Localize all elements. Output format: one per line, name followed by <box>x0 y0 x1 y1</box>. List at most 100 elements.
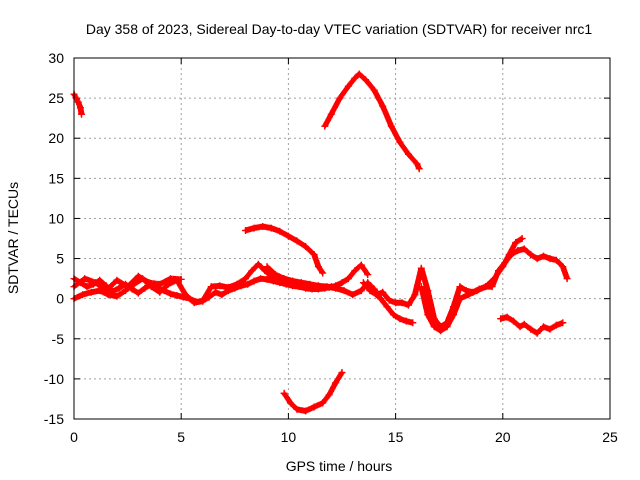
data-point <box>437 327 445 335</box>
data-point <box>263 263 271 271</box>
data-point <box>402 317 410 325</box>
data-point <box>280 275 288 283</box>
data-point <box>336 94 344 102</box>
axis-ticks <box>73 57 611 420</box>
data-point <box>293 405 301 413</box>
data-point <box>289 277 297 285</box>
series-arc-g <box>70 272 185 295</box>
data-point <box>559 319 567 327</box>
data-point <box>212 288 219 296</box>
data-point <box>216 282 224 290</box>
data-point <box>533 255 541 263</box>
data-point <box>359 279 367 287</box>
data-point <box>261 267 269 275</box>
data-point <box>398 299 406 307</box>
data-point <box>321 122 329 130</box>
data-point <box>396 138 404 146</box>
data-point <box>559 263 567 271</box>
data-point <box>377 295 385 303</box>
chart-title: Day 358 of 2023, Sidereal Day-to-day VTE… <box>86 21 592 37</box>
data-point <box>546 255 554 263</box>
data-point <box>355 70 363 78</box>
x-tick-labels: 0 5 10 15 20 25 <box>70 429 618 445</box>
data-point <box>497 315 505 323</box>
x-tick-label: 0 <box>70 429 78 445</box>
data-point <box>338 369 346 376</box>
data-point <box>134 272 142 280</box>
series-arc-a <box>70 90 85 118</box>
data-point <box>190 299 198 307</box>
y-axis-label: SDTVAR / TECUs <box>5 182 21 294</box>
data-point <box>314 282 322 290</box>
grid <box>74 58 610 419</box>
y-tick-label: 10 <box>48 210 64 226</box>
data-point <box>257 275 264 283</box>
data-point <box>254 260 262 268</box>
data-point <box>115 284 123 292</box>
data-point <box>134 289 142 297</box>
data-point <box>74 98 82 106</box>
data-point <box>207 283 215 291</box>
data-point <box>379 288 387 296</box>
data-point <box>244 280 252 288</box>
data-point <box>218 291 226 299</box>
data-point <box>370 86 378 94</box>
data-point <box>456 295 464 303</box>
data-point <box>319 269 327 277</box>
data-point <box>424 311 432 319</box>
data-point <box>482 283 490 291</box>
plot-frame <box>73 57 611 420</box>
data-point <box>417 264 425 272</box>
series-arc-j <box>417 235 526 335</box>
data-point <box>512 239 520 246</box>
data-point <box>516 323 524 331</box>
data-point <box>124 283 132 291</box>
data-point <box>310 403 318 411</box>
data-point <box>91 279 99 287</box>
data-point <box>327 110 335 118</box>
data-point <box>113 276 121 284</box>
data-point <box>177 275 185 283</box>
data-point <box>323 283 331 291</box>
series-markers <box>321 71 423 172</box>
data-point <box>199 297 207 305</box>
data-point <box>499 263 507 271</box>
y-tick-labels: -15 -10 -5 0 5 10 15 20 25 30 <box>44 50 64 427</box>
data-point <box>325 391 333 399</box>
data-point <box>518 235 526 242</box>
data-point <box>503 313 511 321</box>
data-point <box>383 303 391 311</box>
series-arc-k <box>497 313 567 337</box>
data-point <box>242 227 249 234</box>
data-point <box>372 291 380 299</box>
data-point <box>314 263 322 271</box>
data-point <box>344 275 352 283</box>
data-point <box>167 290 174 298</box>
data-point <box>145 279 153 287</box>
data-point <box>259 223 267 230</box>
data-point <box>533 329 541 337</box>
data-point <box>167 275 174 283</box>
data-point <box>430 323 438 331</box>
data-point <box>540 252 547 260</box>
data-point <box>267 224 275 232</box>
data-point <box>379 102 387 110</box>
data-point <box>362 76 370 84</box>
series-arc-b <box>321 70 423 173</box>
series-arc-h <box>263 263 417 327</box>
data-point <box>302 407 310 415</box>
y-tick-label: 20 <box>48 130 64 146</box>
data-point <box>250 224 258 232</box>
data-point <box>338 279 346 287</box>
series-arc-d <box>280 369 346 415</box>
data-point <box>552 256 560 264</box>
data-point <box>263 275 271 283</box>
data-point <box>366 287 374 295</box>
data-point <box>280 389 288 397</box>
x-axis-label: GPS time / hours <box>286 458 393 474</box>
y-tick-label: -10 <box>44 371 64 387</box>
data-point <box>233 280 241 288</box>
data-point <box>182 291 189 299</box>
data-point <box>387 122 395 130</box>
